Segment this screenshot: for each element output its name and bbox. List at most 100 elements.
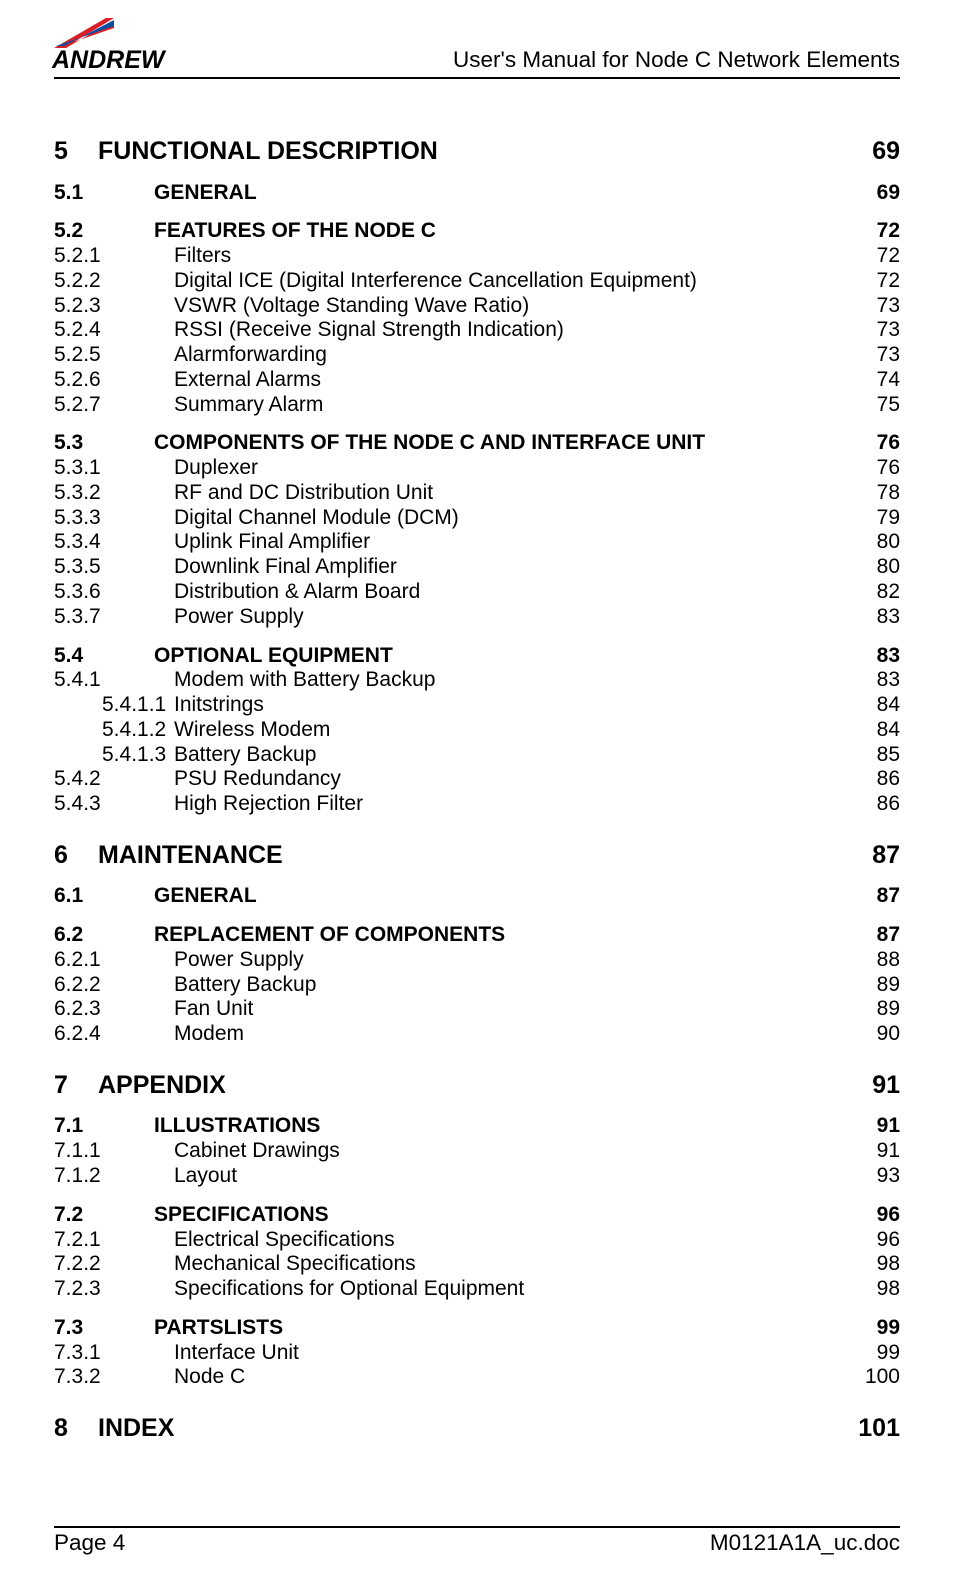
toc-row: 5.2FEATURES OF THE NODE C72: [54, 219, 900, 244]
toc-entry-number: 5.2.1: [54, 244, 174, 269]
toc-entry-title: Cabinet Drawings: [174, 1139, 340, 1164]
footer-doc-code: M0121A1A_uc.doc: [710, 1530, 900, 1556]
toc-entry-title: Duplexer: [174, 456, 258, 481]
toc-row: 8INDEX101: [54, 1414, 900, 1444]
toc-row-left: 7.2.3Specifications for Optional Equipme…: [54, 1277, 524, 1302]
toc-entry-title: Power Supply: [174, 605, 304, 630]
toc-row-left: 7.1.2Layout: [54, 1164, 237, 1189]
toc-row-left: 5.3.6Distribution & Alarm Board: [54, 580, 420, 605]
toc-row: 5.4.1.1Initstrings84: [54, 693, 900, 718]
toc-row: 5.4.3High Rejection Filter 86: [54, 792, 900, 817]
toc-row: 5.2.3VSWR (Voltage Standing Wave Ratio)7…: [54, 294, 900, 319]
toc-row-left: 6.2.1Power Supply: [54, 948, 304, 973]
toc-entry-title: PSU Redundancy: [174, 767, 341, 792]
toc-entry-page: 84: [850, 718, 900, 743]
toc-row-left: 5.4.1.2Wireless Modem: [54, 718, 330, 743]
toc-row-left: 5.4.3High Rejection Filter: [54, 792, 363, 817]
toc-entry-number: 7.2.1: [54, 1228, 174, 1253]
toc-entry-title: APPENDIX: [98, 1071, 226, 1101]
toc-entry-number: 5.2.4: [54, 318, 174, 343]
toc-row: 5.3COMPONENTS OF THE NODE C AND INTERFAC…: [54, 431, 900, 456]
toc-row-left: 5FUNCTIONAL DESCRIPTION: [54, 137, 438, 167]
toc-row-left: 5.3COMPONENTS OF THE NODE C AND INTERFAC…: [54, 431, 705, 456]
toc-entry-title: Interface Unit: [174, 1341, 299, 1366]
toc-row-left: 5.2.6External Alarms: [54, 368, 321, 393]
toc-entry-number: 5.3.5: [54, 555, 174, 580]
toc-entry-title: Filters: [174, 244, 231, 269]
toc-row: 6.2.3Fan Unit89: [54, 997, 900, 1022]
logo-stripes-icon: [54, 18, 114, 48]
toc-entry-title: Digital ICE (Digital Interference Cancel…: [174, 269, 697, 294]
toc-entry-page: 86: [850, 792, 900, 817]
toc-entry-number: 7.3.2: [54, 1365, 174, 1390]
toc-entry-title: Power Supply: [174, 948, 304, 973]
toc-entry-number: 5.4: [54, 644, 154, 669]
toc-entry-page: 85: [850, 743, 900, 768]
toc-entry-number: 7.2.2: [54, 1252, 174, 1277]
toc-entry-number: 7.1: [54, 1114, 154, 1139]
toc-entry-title: Summary Alarm: [174, 393, 323, 418]
toc-entry-title: RF and DC Distribution Unit: [174, 481, 433, 506]
toc-row-left: 5.4.1Modem with Battery Backup: [54, 668, 435, 693]
toc-entry-page: 75: [850, 393, 900, 418]
toc-row: 6MAINTENANCE87: [54, 841, 900, 871]
toc-entry-page: 89: [850, 997, 900, 1022]
toc-entry-page: 83: [850, 668, 900, 693]
toc-entry-number: 7.2: [54, 1203, 154, 1228]
toc-row-left: 7.2.2Mechanical Specifications: [54, 1252, 416, 1277]
toc-row-left: 5.3.4Uplink Final Amplifier: [54, 530, 370, 555]
toc-entry-number: 6.2.4: [54, 1022, 174, 1047]
toc-entry-number: 5.2: [54, 219, 154, 244]
toc-entry-number: 5.3.4: [54, 530, 174, 555]
toc-entry-page: 91: [850, 1139, 900, 1164]
toc-row-left: 7.3.1Interface Unit: [54, 1341, 299, 1366]
toc-row: 7APPENDIX91: [54, 1071, 900, 1101]
toc-row-left: 6.1GENERAL: [54, 884, 257, 909]
toc-entry-number: 5: [54, 137, 98, 167]
toc-row: 5.3.6Distribution & Alarm Board 82: [54, 580, 900, 605]
toc-entry-title: Mechanical Specifications: [174, 1252, 416, 1277]
toc-row: 7.1.1Cabinet Drawings 91: [54, 1139, 900, 1164]
toc-entry-title: Fan Unit: [174, 997, 253, 1022]
toc-entry-number: 8: [54, 1414, 98, 1444]
toc-row: 7.3PARTSLISTS99: [54, 1316, 900, 1341]
toc-row: 5.3.4Uplink Final Amplifier80: [54, 530, 900, 555]
toc-row-left: 7.1ILLUSTRATIONS: [54, 1114, 320, 1139]
logo-text: ANDREW: [52, 48, 165, 73]
toc-row: 6.1GENERAL 87: [54, 884, 900, 909]
toc-row: 5.3.5Downlink Final Amplifier80: [54, 555, 900, 580]
toc-entry-number: 5.4.1: [54, 668, 174, 693]
toc-entry-page: 96: [850, 1203, 900, 1228]
toc-entry-number: 5.2.3: [54, 294, 174, 319]
toc-row-left: 5.3.1Duplexer: [54, 456, 258, 481]
toc-entry-title: GENERAL: [154, 181, 257, 206]
toc-entry-title: Modem: [174, 1022, 244, 1047]
toc-entry-page: 98: [850, 1277, 900, 1302]
toc-entry-page: 72: [850, 244, 900, 269]
toc-entry-page: 99: [850, 1341, 900, 1366]
toc-entry-number: 5.2.2: [54, 269, 174, 294]
toc-entry-title: OPTIONAL EQUIPMENT: [154, 644, 393, 669]
toc-row-left: 7.3PARTSLISTS: [54, 1316, 283, 1341]
toc-entry-title: PARTSLISTS: [154, 1316, 283, 1341]
toc-row: 7.2SPECIFICATIONS96: [54, 1203, 900, 1228]
toc-row: 7.2.3Specifications for Optional Equipme…: [54, 1277, 900, 1302]
toc-entry-title: VSWR (Voltage Standing Wave Ratio): [174, 294, 529, 319]
toc-row: 5.2.5Alarmforwarding73: [54, 343, 900, 368]
toc-entry-page: 84: [850, 693, 900, 718]
toc-row-left: 7.3.2Node C: [54, 1365, 245, 1390]
toc-entry-number: 5.3.2: [54, 481, 174, 506]
toc-entry-page: 76: [850, 431, 900, 456]
toc-entry-title: FUNCTIONAL DESCRIPTION: [98, 137, 438, 167]
toc-entry-title: Wireless Modem: [174, 718, 330, 743]
toc-entry-title: COMPONENTS OF THE NODE C AND INTERFACE U…: [154, 431, 705, 456]
toc-row-left: 5.1GENERAL: [54, 181, 257, 206]
toc-row-left: 5.3.2RF and DC Distribution Unit: [54, 481, 433, 506]
toc-row-left: 7.1.1Cabinet Drawings: [54, 1139, 340, 1164]
toc-entry-page: 82: [850, 580, 900, 605]
toc-entry-title: RSSI (Receive Signal Strength Indication…: [174, 318, 564, 343]
toc-entry-page: 87: [850, 884, 900, 909]
toc-row: 5.3.2RF and DC Distribution Unit78: [54, 481, 900, 506]
toc-entry-title: Layout: [174, 1164, 237, 1189]
toc-row: 5.2.4RSSI (Receive Signal Strength Indic…: [54, 318, 900, 343]
